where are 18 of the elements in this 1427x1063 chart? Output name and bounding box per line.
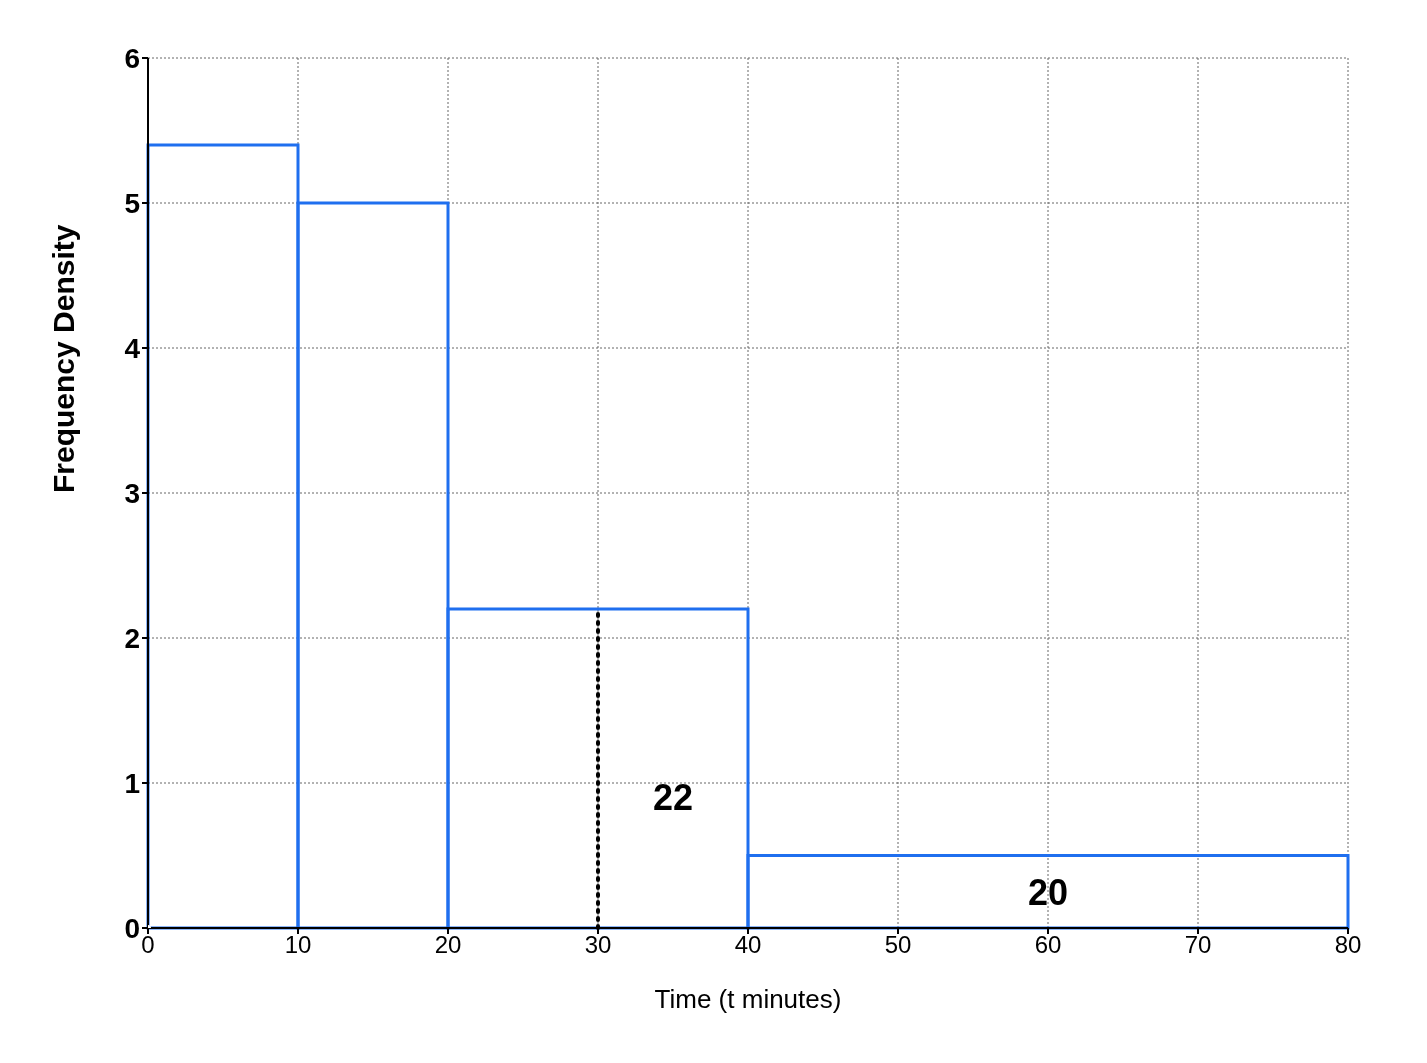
x-axis-title: Time (t minutes) [654, 984, 842, 1014]
x-tick-label: 20 [434, 931, 462, 959]
annotation: 20 [1027, 871, 1069, 913]
x-tick-label: 10 [284, 931, 312, 959]
x-tick-label: 70 [1184, 931, 1212, 959]
x-tick-label: 60 [1034, 931, 1062, 959]
y-tick-label: 6 [124, 42, 140, 74]
x-tick-label: 40 [734, 931, 762, 959]
annotation: 22 [652, 777, 694, 819]
y-tick-label: 4 [124, 332, 141, 364]
y-tick-label: 3 [124, 477, 140, 509]
y-tick-label: 1 [124, 767, 140, 799]
y-axis-title: Frequency Density [46, 224, 80, 493]
x-tick-label: 50 [884, 931, 912, 959]
y-tick-label: 2 [124, 622, 140, 654]
y-tick-label: 5 [124, 187, 140, 219]
x-tick-label: 80 [1334, 931, 1362, 959]
x-tick-label: 30 [584, 931, 612, 959]
